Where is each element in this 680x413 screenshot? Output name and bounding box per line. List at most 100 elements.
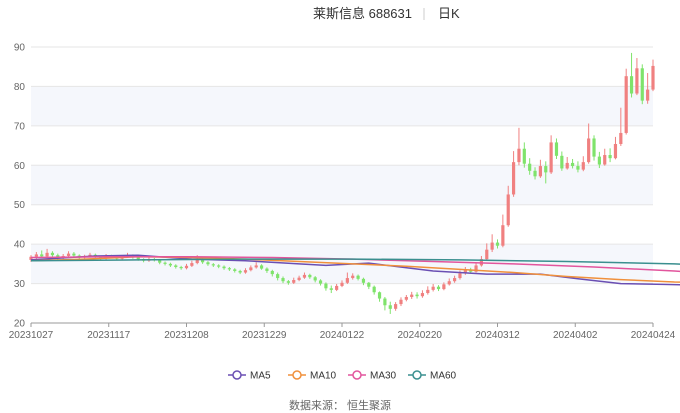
y-tick-label: 90 <box>14 43 26 54</box>
candle-body <box>313 277 317 281</box>
candle-body <box>399 299 403 305</box>
legend-item-ma5[interactable]: MA5 <box>228 370 271 382</box>
candle-body <box>453 278 457 282</box>
candle-body <box>195 259 199 264</box>
candlesticks <box>29 52 655 314</box>
y-tick-label: 60 <box>14 161 26 172</box>
x-tick-label: 20240402 <box>553 330 598 341</box>
legend-marker <box>352 370 362 380</box>
candle-body <box>404 296 408 300</box>
candle-body <box>29 256 33 260</box>
candle-body <box>211 264 215 266</box>
legend-label: MA30 <box>370 371 397 382</box>
legend-label: MA60 <box>430 371 457 382</box>
y-tick-label: 30 <box>14 279 26 290</box>
legend-item-ma30[interactable]: MA30 <box>348 370 397 382</box>
candle-body <box>426 289 430 294</box>
candle-body <box>603 155 607 165</box>
y-tick-label: 80 <box>14 82 26 93</box>
candle-body <box>136 257 140 260</box>
candle-body <box>538 166 542 177</box>
candle-body <box>576 166 580 170</box>
candle-body <box>383 298 387 306</box>
candle-body <box>490 242 494 250</box>
candle-body <box>265 268 269 271</box>
legend-marker <box>412 370 422 380</box>
candle-body <box>249 267 253 271</box>
candle-body <box>624 76 628 133</box>
y-tick-label: 70 <box>14 121 26 132</box>
candle-body <box>522 148 526 164</box>
candle-body <box>259 265 264 269</box>
candle-body <box>206 262 210 265</box>
candle-body <box>174 265 178 268</box>
candle-body <box>45 252 49 257</box>
candle-body <box>345 278 349 283</box>
candle-body <box>592 138 596 157</box>
candle-body <box>565 162 569 169</box>
ma30-line <box>30 256 680 273</box>
candle-body <box>415 294 419 297</box>
candle-body <box>66 253 71 256</box>
legend-item-ma10[interactable]: MA10 <box>288 370 337 382</box>
candle-body <box>646 89 650 101</box>
candle-body <box>367 282 371 287</box>
candle-body <box>158 260 162 263</box>
candle-body <box>544 166 548 173</box>
candle-body <box>436 286 441 290</box>
candle-body <box>217 265 221 267</box>
candle-body <box>549 142 553 173</box>
candle-body <box>200 259 205 263</box>
candle-body <box>608 155 612 159</box>
candle-body <box>34 254 38 257</box>
data-source: 数据来源： 恒生聚源 <box>289 398 391 412</box>
candle-body <box>40 254 44 257</box>
candle-body <box>420 293 425 297</box>
candle-body <box>163 262 167 264</box>
candle-body <box>351 275 355 279</box>
candle-body <box>286 281 290 283</box>
candle-body <box>560 155 564 169</box>
x-tick-label: 20231117 <box>87 330 130 341</box>
plot-band <box>31 86 653 126</box>
candle-body <box>361 278 366 283</box>
candle-body <box>442 284 446 290</box>
candle-body <box>597 156 601 165</box>
candle-body <box>570 162 575 167</box>
y-axis: 20 30 40 50 60 70 80 90 <box>14 43 26 330</box>
chart-header: 莱斯信息 688631 日K <box>313 6 460 21</box>
legend-marker <box>232 370 242 380</box>
candle-body <box>517 148 521 163</box>
candle-body <box>318 280 323 284</box>
candle-body <box>377 292 382 299</box>
legend[interactable]: MA5 MA10 MA30 MA60 <box>228 370 457 382</box>
plot-bands <box>31 86 653 284</box>
candle-body <box>469 270 473 272</box>
candle-body <box>554 142 559 156</box>
candle-body <box>222 266 226 269</box>
candle-body <box>281 278 285 282</box>
x-axis: 20231027 20231117 20231208 20231229 20240122… <box>9 322 676 341</box>
candle-body <box>587 138 591 163</box>
candle-body <box>233 269 237 271</box>
candle-body <box>308 274 312 278</box>
legend-item-ma60[interactable]: MA60 <box>408 370 457 382</box>
x-tick-label: 20231027 <box>9 330 54 341</box>
candle-body <box>474 265 478 272</box>
candle-body <box>372 286 376 293</box>
x-tick-label: 20240424 <box>631 330 676 341</box>
candle-body <box>619 132 623 144</box>
period-label: 日K <box>438 6 460 21</box>
candle-body <box>463 270 467 274</box>
x-tick-label: 20231208 <box>164 330 209 341</box>
candle-body <box>356 275 360 279</box>
moving-average-lines <box>30 254 680 286</box>
candle-body <box>613 143 618 159</box>
ma5-line <box>30 254 680 286</box>
candle-body <box>243 270 248 273</box>
candle-body <box>640 68 644 101</box>
candle-body <box>506 194 510 226</box>
candle-body <box>410 294 414 297</box>
chart-title: 莱斯信息 688631 <box>313 6 412 21</box>
y-tick-label: 40 <box>14 240 26 251</box>
